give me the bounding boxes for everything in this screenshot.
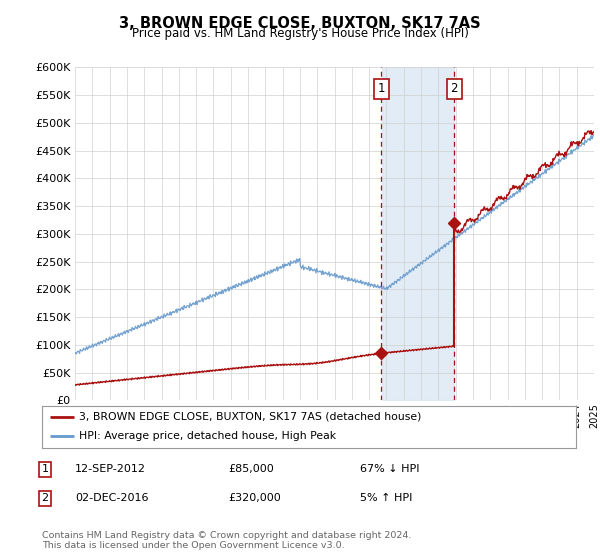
Text: 1: 1 — [41, 464, 49, 474]
Text: £85,000: £85,000 — [228, 464, 274, 474]
Text: 5% ↑ HPI: 5% ↑ HPI — [360, 493, 412, 503]
Text: 3, BROWN EDGE CLOSE, BUXTON, SK17 7AS (detached house): 3, BROWN EDGE CLOSE, BUXTON, SK17 7AS (d… — [79, 412, 422, 422]
Text: 2: 2 — [41, 493, 49, 503]
Text: Contains HM Land Registry data © Crown copyright and database right 2024.
This d: Contains HM Land Registry data © Crown c… — [42, 531, 412, 550]
Text: 3, BROWN EDGE CLOSE, BUXTON, SK17 7AS: 3, BROWN EDGE CLOSE, BUXTON, SK17 7AS — [119, 16, 481, 31]
Text: 12-SEP-2012: 12-SEP-2012 — [75, 464, 146, 474]
Text: 67% ↓ HPI: 67% ↓ HPI — [360, 464, 419, 474]
Text: HPI: Average price, detached house, High Peak: HPI: Average price, detached house, High… — [79, 431, 337, 441]
Text: 2: 2 — [451, 82, 458, 95]
Text: 1: 1 — [377, 82, 385, 95]
Text: 02-DEC-2016: 02-DEC-2016 — [75, 493, 149, 503]
Text: £320,000: £320,000 — [228, 493, 281, 503]
Text: Price paid vs. HM Land Registry's House Price Index (HPI): Price paid vs. HM Land Registry's House … — [131, 27, 469, 40]
